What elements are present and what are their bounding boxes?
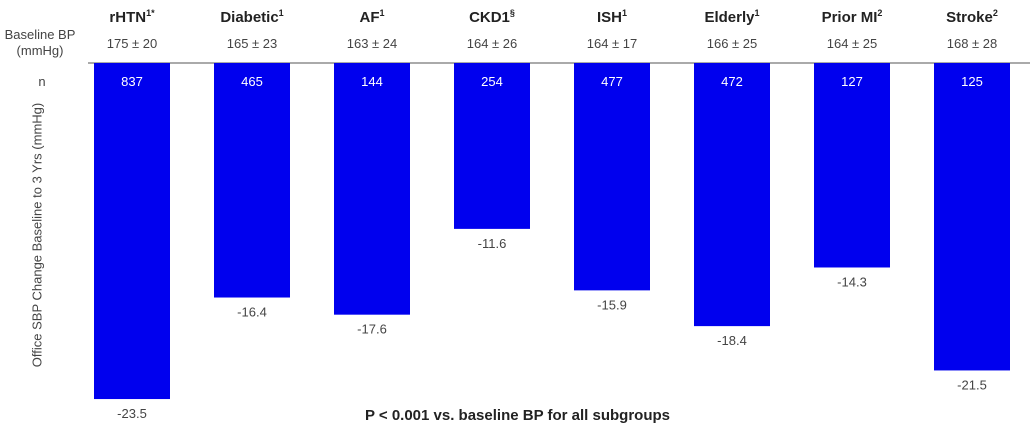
- category-superscript: 1: [755, 8, 760, 18]
- n-value-2: 144: [361, 74, 383, 89]
- category-name: CKD1: [469, 9, 510, 26]
- n-value-0: 837: [121, 74, 143, 89]
- n-value-4: 477: [601, 74, 623, 89]
- category-superscript: 1: [379, 8, 384, 18]
- baseline-bp-label: Baseline BP (mmHg): [0, 27, 80, 59]
- category-name: Elderly: [704, 9, 755, 26]
- data-label-7: -21.5: [957, 377, 987, 392]
- baseline-bp-value-4: 164 ± 17: [587, 36, 638, 51]
- bar-6: [814, 63, 890, 268]
- data-label-3: -11.6: [478, 236, 507, 251]
- bar-5: [694, 63, 770, 327]
- bar-2: [334, 63, 410, 315]
- bar-7: [934, 63, 1010, 371]
- n-value-3: 254: [481, 74, 503, 89]
- significance-footnote: P < 0.001 vs. baseline BP for all subgro…: [365, 407, 670, 424]
- data-label-1: -16.4: [237, 305, 267, 320]
- n-label: n: [38, 74, 46, 89]
- n-value-1: 465: [241, 74, 263, 89]
- data-label-4: -15.9: [597, 297, 627, 312]
- baseline-bp-value-2: 163 ± 24: [347, 36, 398, 51]
- category-superscript: 1: [622, 8, 627, 18]
- category-name: rHTN: [109, 9, 146, 26]
- category-label-1: Diabetic1: [220, 8, 283, 26]
- data-label-6: -14.3: [837, 274, 867, 289]
- category-label-4: ISH1: [597, 8, 627, 26]
- n-value-7: 125: [961, 74, 983, 89]
- data-label-0: -23.5: [117, 406, 147, 421]
- bar-4: [574, 63, 650, 291]
- bar-3: [454, 63, 530, 229]
- data-label-5: -18.4: [717, 333, 747, 348]
- category-label-3: CKD1§: [469, 8, 515, 26]
- category-name: Stroke: [946, 9, 993, 26]
- bar-1: [214, 63, 290, 298]
- category-superscript: 2: [993, 8, 998, 18]
- bar-0: [94, 63, 170, 400]
- category-label-6: Prior MI2: [822, 8, 883, 26]
- category-label-2: AF1: [359, 8, 384, 26]
- data-label-2: -17.6: [357, 322, 387, 337]
- category-superscript: 1*: [146, 8, 155, 18]
- baseline-bp-value-6: 164 ± 25: [827, 36, 878, 51]
- baseline-bp-value-0: 175 ± 20: [107, 36, 158, 51]
- category-name: AF: [359, 9, 379, 26]
- category-label-7: Stroke2: [946, 8, 998, 26]
- category-superscript: §: [510, 8, 515, 18]
- baseline-bp-value-1: 165 ± 23: [227, 36, 278, 51]
- n-value-6: 127: [841, 74, 863, 89]
- baseline-bp-value-7: 168 ± 28: [947, 36, 998, 51]
- category-name: ISH: [597, 9, 622, 26]
- category-superscript: 2: [877, 8, 882, 18]
- category-label-0: rHTN1*: [109, 8, 155, 26]
- baseline-bp-label-line2: (mmHg): [16, 43, 64, 58]
- baseline-bp-label-line1: Baseline BP: [4, 27, 76, 42]
- category-name: Prior MI: [822, 9, 878, 26]
- baseline-bp-value-3: 164 ± 26: [467, 36, 518, 51]
- category-name: Diabetic: [220, 9, 278, 26]
- baseline-bp-value-5: 166 ± 25: [707, 36, 758, 51]
- n-value-5: 472: [721, 74, 743, 89]
- category-label-5: Elderly1: [704, 8, 759, 26]
- category-superscript: 1: [279, 8, 284, 18]
